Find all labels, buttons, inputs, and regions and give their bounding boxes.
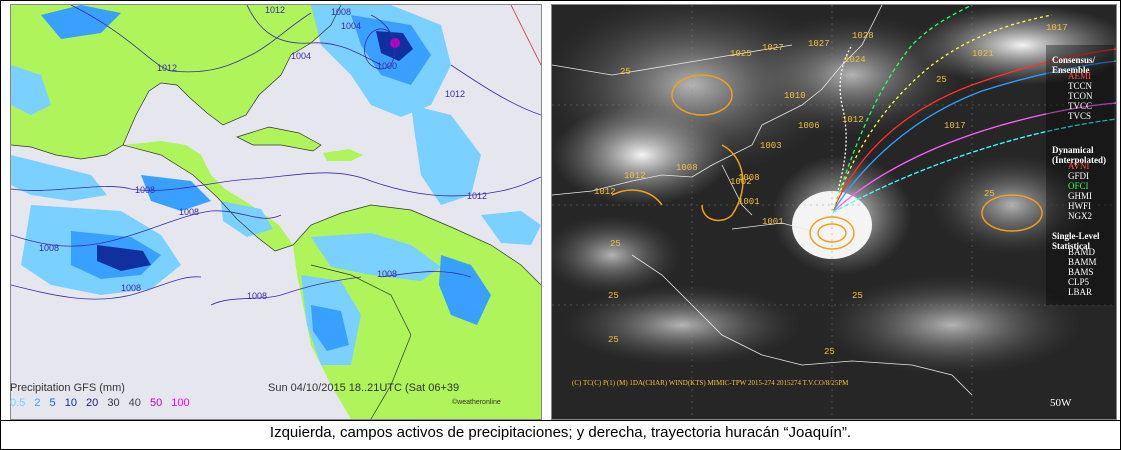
pressure-label: 1027 [762, 43, 784, 53]
wind-25-label: 25 [984, 189, 995, 199]
pressure-label: 1025 [730, 49, 752, 59]
satellite-coastlines [552, 5, 973, 396]
statistical-title: Single-Level Statistical [1052, 231, 1100, 251]
statistical-item: BAMD [1068, 247, 1096, 257]
dynamical-item: GHMI [1068, 191, 1092, 201]
longitude-label: 50W [1050, 397, 1072, 409]
isobar-label: 1008 [331, 7, 352, 17]
source-credit: ©weatheronline [452, 399, 501, 406]
wind-25-label: 25 [608, 335, 619, 345]
pressure-label: 1027 [808, 39, 830, 49]
isobar-label: 1008 [179, 207, 200, 217]
pressure-label: 1006 [798, 121, 820, 131]
hurricane-track-satellite: 1010 1027 1028 1025 1027 1024 1017 1006 … [551, 4, 1117, 420]
consensus-item: TCCN [1068, 81, 1093, 91]
pressure-label: 1002 [730, 177, 752, 187]
pressure-label: 1012 [624, 171, 646, 181]
pressure-label: 1012 [594, 187, 616, 197]
isobar-label: 1008 [135, 185, 156, 195]
statistical-list: BAMD BAMM BAMS CLP5 LBAR [1068, 247, 1097, 297]
isobar-label: 1008 [247, 291, 268, 301]
legend-value: 2 [34, 397, 41, 409]
legend-value: 100 [171, 397, 190, 409]
legend-value: 0.5 [10, 397, 26, 409]
isobar-label: 1012 [445, 89, 466, 99]
cloud-fields [552, 5, 1116, 375]
wind-25-label: 25 [610, 239, 621, 249]
consensus-title: Consensus/ Ensemble [1052, 55, 1096, 75]
statistical-item: BAMM [1068, 257, 1097, 267]
pressure-label: 1012 [842, 115, 864, 125]
forecast-date: Sun 04/10/2015 18..21UTC (Sat 06+39 [268, 382, 459, 394]
wind-contours [611, 74, 1043, 250]
graticule [552, 5, 1116, 419]
isobar-lines [11, 5, 541, 306]
consensus-item: AEMI [1068, 71, 1091, 81]
consensus-item: TVCC [1068, 101, 1093, 111]
wind-25-label: 25 [824, 347, 835, 357]
pressure-label: 1008 [738, 173, 760, 183]
consensus-item: TCON [1068, 91, 1093, 101]
isobar-label: 1004 [341, 21, 362, 31]
pressure-label: 1017 [1046, 23, 1068, 33]
pressure-label: 1001 [762, 217, 784, 227]
legend-value: 50 [149, 397, 163, 409]
forecast-date-suffix: (Sat 06+39 [405, 382, 460, 394]
legend-value: 30 [107, 397, 120, 409]
wind-25-label: 25 [936, 75, 947, 85]
legend-value: 5 [49, 397, 56, 409]
precipitation-map: 1012 1004 1008 1012 1004 1000 1012 1008 … [10, 4, 542, 420]
dynamical-item: HWFI [1068, 201, 1091, 211]
satellite-graphic [552, 5, 1116, 419]
statistical-item: BAMS [1068, 267, 1094, 277]
caption-divider [0, 420, 1121, 421]
isobar-label: 1000 [377, 61, 398, 71]
pressure-label: 1028 [852, 31, 874, 41]
legend-value: 40 [128, 397, 141, 409]
consensus-item: TVCS [1068, 111, 1092, 121]
isobar-label: 1012 [467, 191, 488, 201]
pressure-label: 1008 [676, 163, 698, 173]
dynamical-item: NGX2 [1068, 211, 1092, 221]
pressure-label: 1010 [784, 91, 806, 101]
dynamical-item: GFDI [1068, 171, 1090, 181]
pressure-label: 1024 [844, 55, 866, 65]
isobar-label: 1008 [121, 283, 142, 293]
isobar-label: 1004 [291, 51, 312, 61]
legend-value: 10 [64, 397, 77, 409]
precip-blobs [11, 5, 541, 365]
isobar-label: 1008 [377, 269, 398, 279]
legend-value: 20 [86, 397, 99, 409]
isobar-label: 1012 [157, 63, 178, 73]
dynamical-item: OFCI [1068, 181, 1089, 191]
legend-title: Precipitation GFS (mm) [10, 382, 125, 394]
statistical-item: LBAR [1068, 287, 1093, 297]
legend-scale: 0.5 2 5 10 20 30 40 50 100 [10, 397, 196, 409]
isobar-label: 1012 [265, 5, 286, 15]
figure-caption: Izquierda, campos activos de precipitaci… [269, 424, 852, 441]
precipitation-map-graphic [11, 5, 541, 419]
pressure-label: 1017 [944, 121, 966, 131]
dynamical-list: AVNI GFDI OFCI GHMI HWFI NGX2 [1068, 161, 1092, 221]
pressure-label: 1003 [760, 141, 782, 151]
wind-25-label: 25 [608, 291, 619, 301]
coastlines [11, 5, 541, 419]
satellite-footer: (C) TC(C) P(1) (M) 1DA(CHAR) WIND(KTS) M… [572, 379, 849, 387]
pressure-label: 1001 [738, 197, 760, 207]
pressure-label: 1021 [972, 49, 994, 59]
wind-25-label: 25 [852, 291, 863, 301]
forecast-date-text: Sun 04/10/2015 18..21UTC [268, 382, 402, 394]
consensus-list: AEMI TCCN TCON TVCC TVCS [1068, 71, 1093, 121]
forecast-tracks [831, 5, 1116, 214]
dynamical-item: AVNI [1068, 161, 1090, 171]
dynamical-title: Dynamical (Interpolated) [1052, 145, 1106, 165]
wind-25-label: 25 [620, 67, 631, 77]
statistical-item: CLP5 [1068, 277, 1090, 287]
isobar-label: 1008 [39, 243, 60, 253]
